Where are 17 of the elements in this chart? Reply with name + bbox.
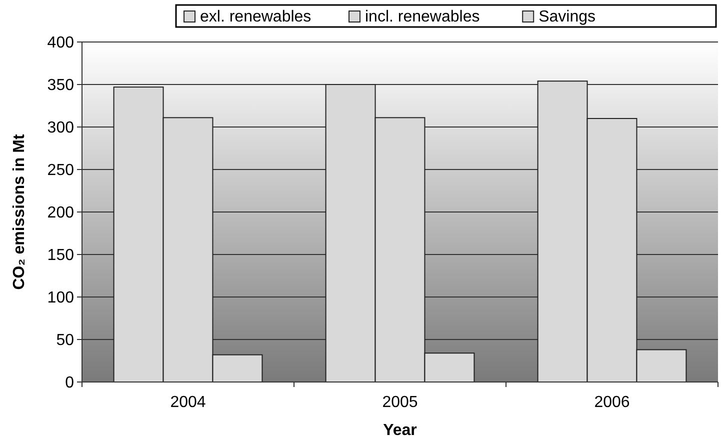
y-tick-label: 200: [47, 204, 74, 222]
y-tick-label: 400: [47, 34, 74, 52]
x-tick-label: 2005: [382, 394, 418, 411]
x-axis-title: Year: [383, 422, 417, 439]
y-tick-label: 350: [47, 77, 74, 94]
y-tick-label: 100: [47, 290, 74, 307]
y-axis-title: CO₂ emissions in Mt: [11, 134, 28, 290]
legend-label: Savings: [538, 8, 596, 26]
y-tick-label: 150: [47, 247, 74, 264]
legend-label: exl. renewables: [200, 8, 312, 26]
y-tick-label: 50: [56, 332, 74, 350]
legend-label: incl. renewables: [365, 8, 480, 26]
x-tick-label: 2004: [170, 394, 206, 411]
y-tick-label: 250: [47, 162, 74, 180]
y-tick-label: 300: [47, 120, 74, 137]
x-tick-label: 2006: [594, 394, 630, 411]
y-tick-label: 0: [65, 374, 74, 392]
